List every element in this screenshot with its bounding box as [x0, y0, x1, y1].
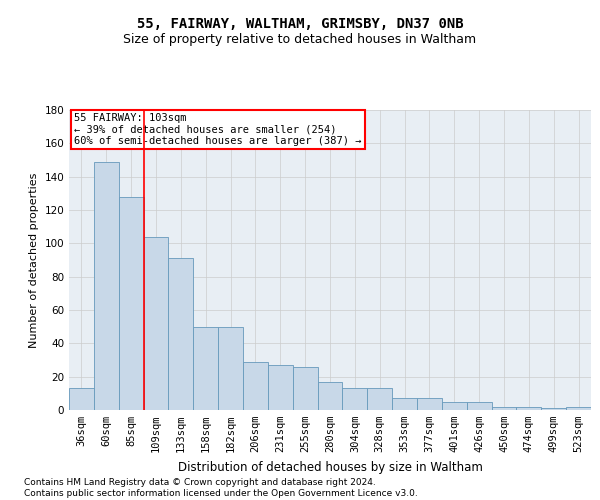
- Bar: [566, 406, 591, 410]
- Bar: [517, 406, 541, 410]
- Text: 55, FAIRWAY, WALTHAM, GRIMSBY, DN37 0NB: 55, FAIRWAY, WALTHAM, GRIMSBY, DN37 0NB: [137, 18, 463, 32]
- Bar: [243, 362, 268, 410]
- Text: Contains HM Land Registry data © Crown copyright and database right 2024.
Contai: Contains HM Land Registry data © Crown c…: [24, 478, 418, 498]
- Bar: [367, 388, 392, 410]
- Bar: [94, 162, 119, 410]
- Text: Size of property relative to detached houses in Waltham: Size of property relative to detached ho…: [124, 32, 476, 46]
- Bar: [541, 408, 566, 410]
- X-axis label: Distribution of detached houses by size in Waltham: Distribution of detached houses by size …: [178, 460, 482, 473]
- Bar: [69, 388, 94, 410]
- Y-axis label: Number of detached properties: Number of detached properties: [29, 172, 39, 348]
- Text: 55 FAIRWAY: 103sqm
← 39% of detached houses are smaller (254)
60% of semi-detach: 55 FAIRWAY: 103sqm ← 39% of detached hou…: [74, 113, 362, 146]
- Bar: [218, 326, 243, 410]
- Bar: [268, 365, 293, 410]
- Bar: [491, 406, 517, 410]
- Bar: [392, 398, 417, 410]
- Bar: [343, 388, 367, 410]
- Bar: [467, 402, 491, 410]
- Bar: [143, 236, 169, 410]
- Bar: [317, 382, 343, 410]
- Bar: [119, 196, 143, 410]
- Bar: [417, 398, 442, 410]
- Bar: [442, 402, 467, 410]
- Bar: [293, 366, 317, 410]
- Bar: [193, 326, 218, 410]
- Bar: [169, 258, 193, 410]
